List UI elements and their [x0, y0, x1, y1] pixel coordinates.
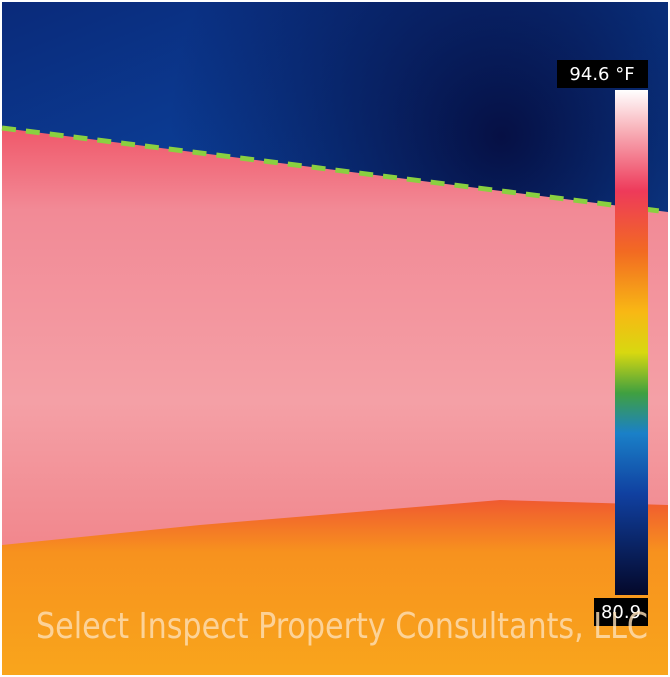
color-scale [615, 90, 648, 595]
thermal-image: 94.6 °F 80.9 Select Inspect Property Con… [0, 0, 670, 677]
max-label: 94.6 °F [569, 64, 634, 85]
thermal-image-frame: 94.6 °F 80.9 Select Inspect Property Con… [0, 0, 670, 677]
watermark: Select Inspect Property Consultants, LLC [36, 606, 648, 647]
